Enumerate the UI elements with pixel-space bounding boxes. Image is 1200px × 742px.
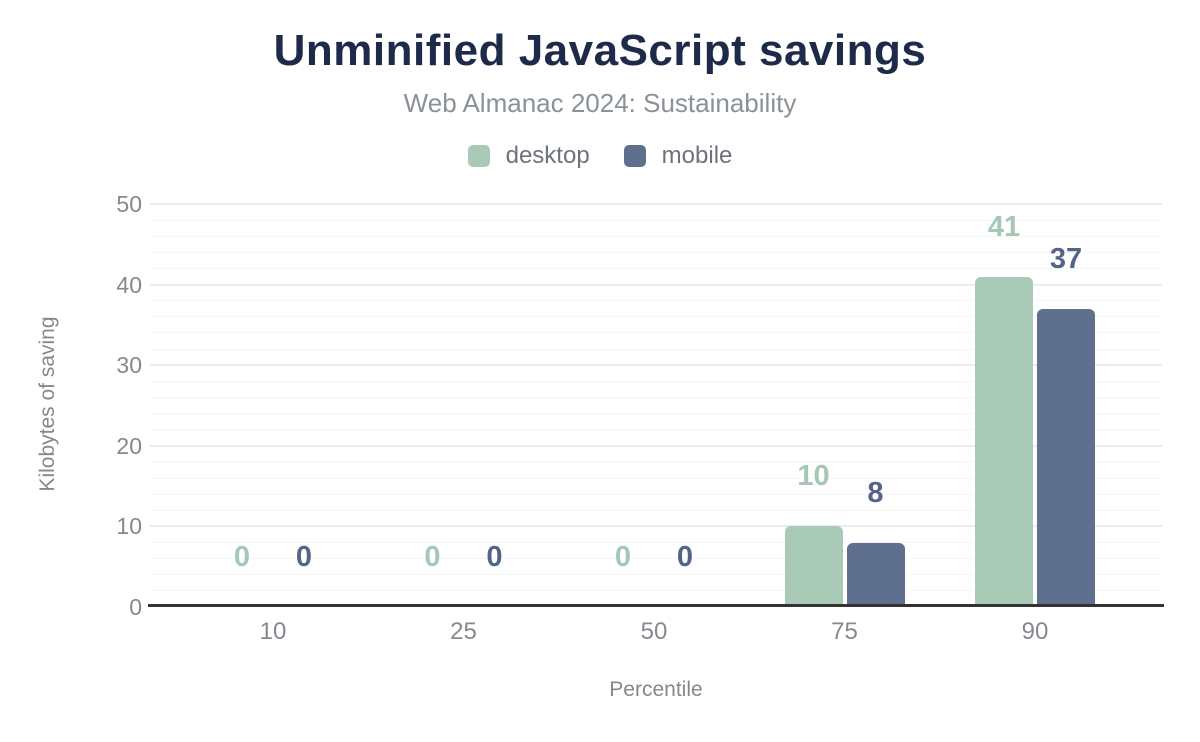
bar-value-label: 37 [1049, 242, 1083, 275]
bar-desktop-p75[interactable] [784, 526, 843, 607]
legend-swatch-icon [623, 145, 646, 167]
gridline-minor [150, 558, 1162, 560]
bar-value-label: 0 [486, 541, 503, 573]
gridline-minor [150, 461, 1162, 463]
y-tick-label: 30 [116, 352, 142, 379]
x-tick-label: 50 [640, 618, 668, 645]
gridline-minor [150, 590, 1162, 592]
gridline-minor [150, 348, 1162, 350]
gridline-minor [150, 316, 1162, 318]
legend-item-desktop[interactable]: desktop [467, 142, 590, 170]
x-tick-label: 10 [259, 618, 287, 645]
legend-item-mobile[interactable]: mobile [623, 142, 733, 170]
bar-value-label: 0 [676, 541, 694, 573]
bar-value-label: 8 [867, 476, 884, 509]
bar-value-label: 0 [614, 541, 632, 573]
gridline-minor [150, 413, 1162, 415]
legend-label: desktop [505, 142, 590, 169]
bar-value-label: 10 [797, 460, 830, 493]
gridline-minor [150, 235, 1162, 237]
gridline-minor [150, 396, 1162, 398]
y-tick-label: 0 [129, 594, 142, 620]
gridline-minor [150, 251, 1162, 253]
gridline-major [150, 283, 1162, 286]
gridline-minor [150, 267, 1162, 269]
gridline-minor [150, 542, 1162, 544]
gridline-minor [150, 219, 1162, 221]
bar-mobile-p75[interactable] [846, 542, 905, 607]
gridline-minor [150, 300, 1162, 302]
x-axis-line [148, 604, 1164, 607]
gridline-major [150, 444, 1162, 447]
bar-mobile-p90[interactable] [1037, 308, 1095, 607]
y-tick-label: 20 [116, 432, 142, 459]
legend-swatch-icon [467, 145, 490, 167]
gridline-minor [150, 380, 1162, 382]
chart-subtitle: Web Almanac 2024: Sustainability [403, 88, 797, 118]
x-tick-label: 90 [1021, 618, 1049, 645]
chart-title: Unminified JavaScript savings [273, 26, 927, 75]
x-tick-label: 25 [450, 618, 477, 645]
gridline-minor [150, 477, 1162, 479]
y-tick-label: 50 [116, 191, 142, 217]
y-tick-label: 40 [116, 271, 142, 298]
bar-value-label: 0 [424, 541, 441, 573]
gridline-minor [150, 493, 1162, 495]
legend: desktop mobile [0, 142, 1200, 170]
gridline-minor [150, 332, 1162, 334]
y-tick-label: 10 [116, 513, 142, 540]
gridline-major [150, 364, 1162, 367]
legend-label: mobile [661, 142, 733, 169]
gridline-minor [150, 574, 1162, 576]
gridline-major [150, 203, 1162, 205]
gridline-major [150, 525, 1162, 528]
x-axis-title: Percentile [609, 678, 703, 701]
bar-desktop-p90[interactable] [975, 276, 1033, 607]
gridline-minor [150, 509, 1162, 511]
bar-value-label: 0 [295, 541, 313, 573]
bar-value-label: 41 [987, 210, 1021, 243]
x-tick-label: 75 [831, 618, 858, 645]
y-axis-title: Kilobytes of saving [36, 316, 59, 492]
bar-value-label: 0 [233, 541, 251, 573]
gridline-minor [150, 429, 1162, 431]
